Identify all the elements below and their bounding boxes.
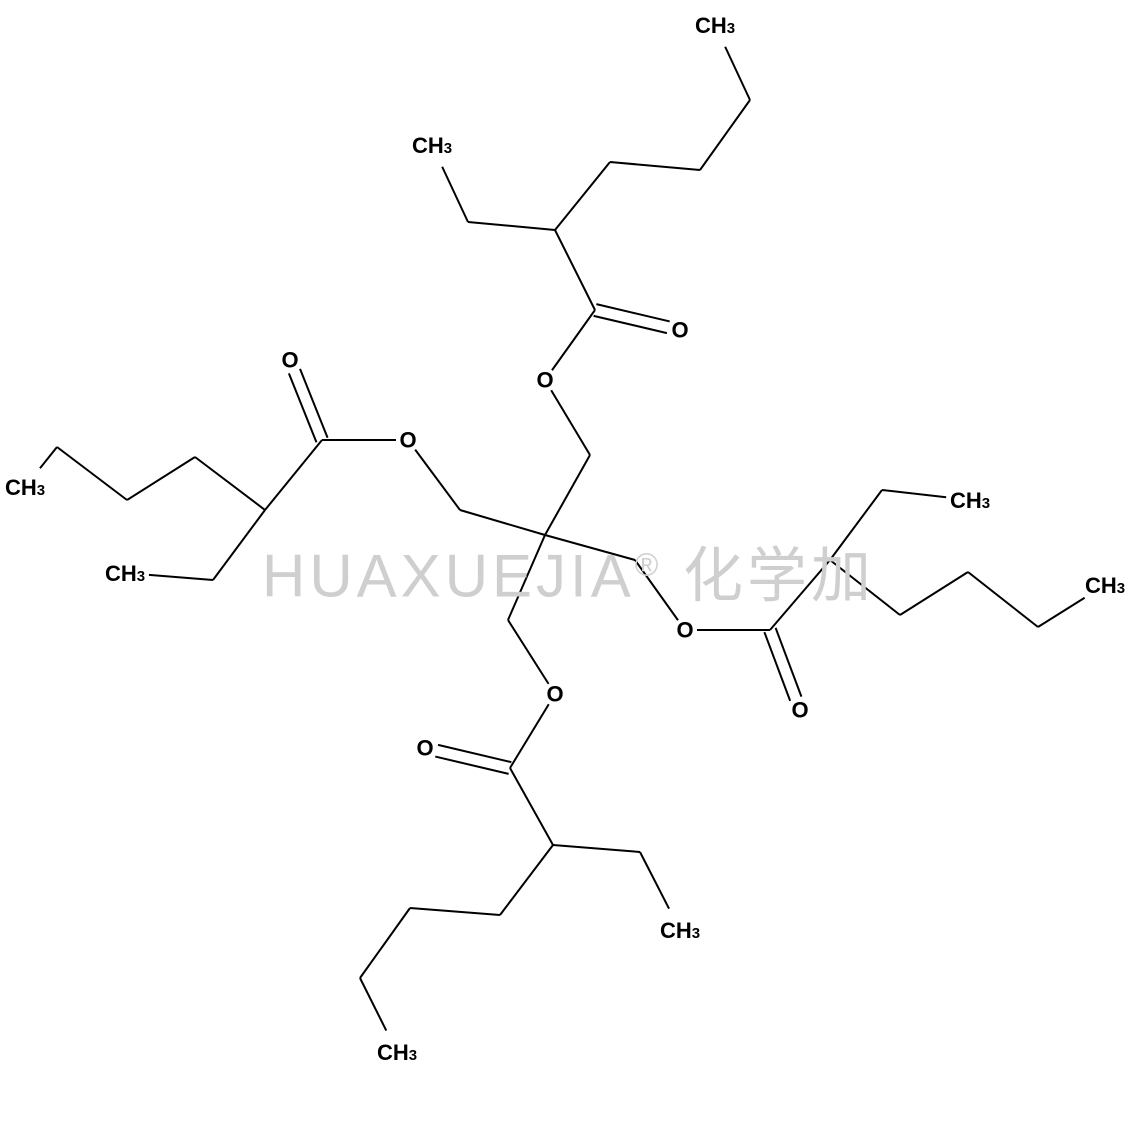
svg-text:CH3: CH3 <box>660 918 700 943</box>
svg-text:O: O <box>281 348 298 373</box>
svg-text:CH3: CH3 <box>695 13 735 38</box>
svg-text:O: O <box>671 318 688 343</box>
svg-text:O: O <box>399 428 416 453</box>
svg-text:CH3: CH3 <box>412 133 452 158</box>
svg-text:CH3: CH3 <box>377 1040 417 1065</box>
svg-text:O: O <box>536 368 553 393</box>
svg-text:CH3: CH3 <box>105 561 145 586</box>
svg-text:O: O <box>546 682 563 707</box>
svg-text:O: O <box>416 736 433 761</box>
svg-text:O: O <box>791 698 808 723</box>
svg-text:CH3: CH3 <box>1085 573 1125 598</box>
svg-text:CH3: CH3 <box>5 475 45 500</box>
molecule-diagram: O O CH3 CH3 O O CH3 CH3 O O CH3 CH3 O O CH3 CH3 <box>0 0 1137 1141</box>
svg-text:O: O <box>676 618 693 643</box>
svg-text:CH3: CH3 <box>950 488 990 513</box>
